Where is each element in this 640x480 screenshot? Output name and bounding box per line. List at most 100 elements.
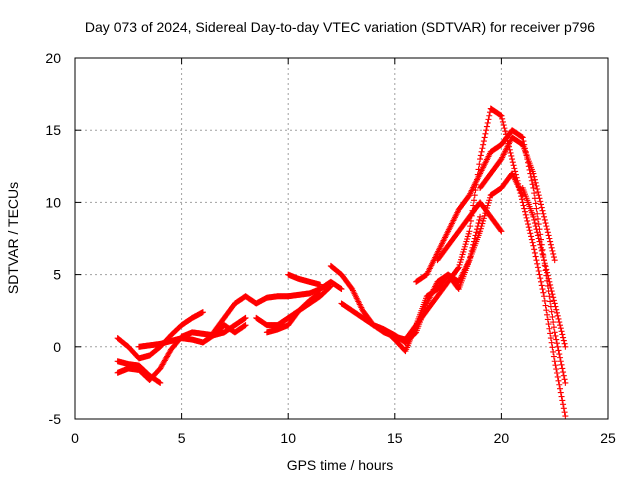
x-axis-label: GPS time / hours (287, 457, 394, 473)
data-point (476, 216, 483, 223)
data-point (476, 161, 483, 168)
data-point (548, 339, 555, 346)
data-point (327, 283, 334, 290)
data-point (560, 405, 567, 412)
data-point (242, 322, 249, 329)
data-point (537, 241, 544, 248)
data-point (540, 210, 547, 217)
data-point (485, 116, 492, 123)
data-point (536, 195, 543, 202)
data-point (535, 221, 542, 228)
data-point (480, 141, 487, 148)
data-point (477, 213, 484, 220)
data-point (514, 177, 521, 184)
data-point (479, 145, 486, 152)
data-point (533, 226, 540, 233)
data-point (534, 260, 541, 267)
data-point (549, 247, 556, 254)
y-tick-label: 20 (45, 50, 61, 66)
data-point (529, 181, 536, 188)
data-point (462, 241, 469, 248)
data-point (539, 286, 546, 293)
data-point (559, 331, 566, 338)
x-tick-labels: 0 5 10 15 20 25 (71, 430, 616, 446)
y-tick-label: 0 (53, 339, 61, 355)
data-point (486, 197, 493, 204)
data-point (546, 325, 553, 332)
data-point (548, 288, 555, 295)
data-point (530, 184, 537, 191)
data-point (544, 316, 551, 323)
data-point (477, 228, 484, 235)
data-point (543, 223, 550, 230)
data-point (539, 207, 546, 214)
data-point (533, 205, 540, 212)
data-point (550, 353, 557, 360)
data-point (465, 230, 472, 237)
chart-title: Day 073 of 2024, Sidereal Day-to-day VTE… (85, 19, 595, 35)
data-point (526, 227, 533, 234)
data-point (157, 379, 164, 386)
data-point (527, 230, 534, 237)
data-point (560, 401, 567, 408)
data-point (483, 127, 490, 134)
data-point (553, 336, 560, 343)
data-point (533, 257, 540, 264)
data-point (535, 235, 542, 242)
data-point (484, 119, 491, 126)
data-point (556, 319, 563, 326)
data-point (525, 224, 532, 231)
data-point (531, 190, 538, 197)
data-point (499, 115, 506, 122)
series-track-g (263, 290, 324, 336)
data-point (551, 358, 558, 365)
data-point (497, 227, 504, 234)
data-point (562, 413, 569, 420)
data-point (537, 244, 544, 251)
data-point (547, 241, 554, 248)
data-point (562, 379, 569, 386)
data-point (486, 194, 493, 201)
data-point (529, 239, 536, 246)
data-point (464, 236, 471, 243)
data-point (549, 291, 556, 298)
data-point (483, 123, 490, 130)
data-point (548, 244, 555, 251)
data-point (533, 182, 540, 189)
data-point (498, 228, 505, 235)
data-point (562, 343, 569, 350)
series-track-l (413, 127, 569, 386)
data-point (502, 131, 509, 138)
data-point (473, 229, 480, 236)
data-point (466, 257, 473, 264)
y-tick-label: 5 (53, 267, 61, 283)
data-point (523, 214, 530, 221)
data-point (551, 329, 558, 336)
data-point (519, 134, 526, 141)
axis-ticks (74, 57, 609, 420)
data-point (550, 294, 557, 301)
data-point (455, 264, 462, 271)
data-point (541, 297, 548, 304)
data-point (467, 254, 474, 261)
y-tick-label: 10 (45, 194, 61, 210)
data-point (547, 335, 554, 342)
y-tick-labels: -5 0 5 10 15 20 (45, 50, 61, 427)
data-point (531, 216, 538, 223)
data-point (458, 256, 465, 263)
grid-lines (75, 58, 608, 419)
data-point (537, 275, 544, 282)
data-point (541, 257, 548, 264)
series-track-k (370, 213, 484, 346)
data-point (546, 278, 553, 285)
data-point (554, 373, 561, 380)
data-point (531, 246, 538, 253)
data-point (550, 250, 557, 257)
data-point (502, 128, 509, 135)
x-tick-label: 10 (280, 430, 296, 446)
data-point (458, 254, 465, 261)
data-point (542, 220, 549, 227)
series-track-o (434, 199, 505, 264)
data-point (477, 156, 484, 163)
data-point (522, 208, 529, 215)
